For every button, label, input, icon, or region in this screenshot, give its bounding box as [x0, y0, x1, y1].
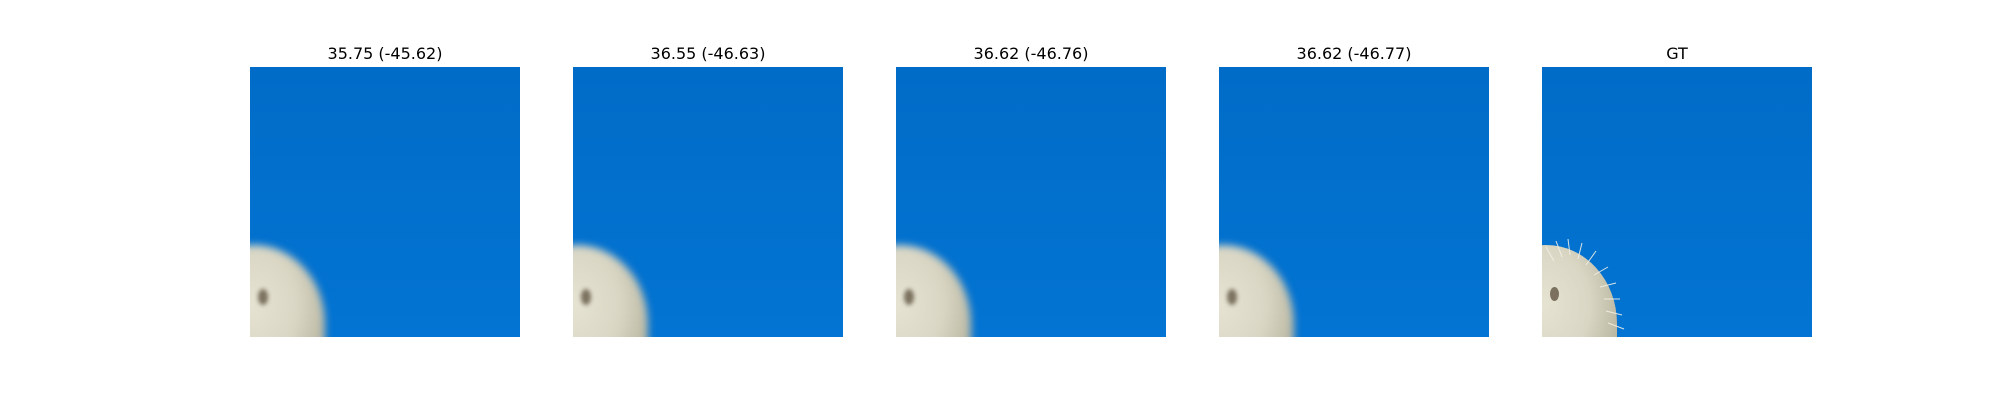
- panel-title: 36.62 (-46.76): [973, 44, 1089, 63]
- panel-title: 35.75 (-45.62): [327, 44, 443, 63]
- panel-image-prediction: [573, 67, 843, 337]
- panel-image-prediction: [250, 67, 520, 337]
- cactus-spine-shadow: [1227, 289, 1237, 305]
- panel-image-prediction: [896, 67, 1166, 337]
- panel-image-ground-truth: [1542, 67, 1812, 337]
- panel-5: GT: [1542, 40, 1812, 337]
- panel-1: 35.75 (-45.62): [250, 40, 520, 337]
- cactus-spine-shadow: [1550, 287, 1559, 301]
- panel-4: 36.62 (-46.77): [1219, 40, 1489, 337]
- panel-3: 36.62 (-46.76): [896, 40, 1166, 337]
- cactus-spines: [1545, 238, 1625, 330]
- panel-title: GT: [1666, 44, 1688, 63]
- panel-image-prediction: [1219, 67, 1489, 337]
- panel-title: 36.62 (-46.77): [1296, 44, 1412, 63]
- panel-2: 36.55 (-46.63): [573, 40, 843, 337]
- panel-title: 36.55 (-46.63): [650, 44, 766, 63]
- cactus-spine-shadow: [258, 289, 268, 305]
- cactus-spine-shadow: [581, 289, 591, 305]
- cactus-spine-shadow: [904, 289, 914, 305]
